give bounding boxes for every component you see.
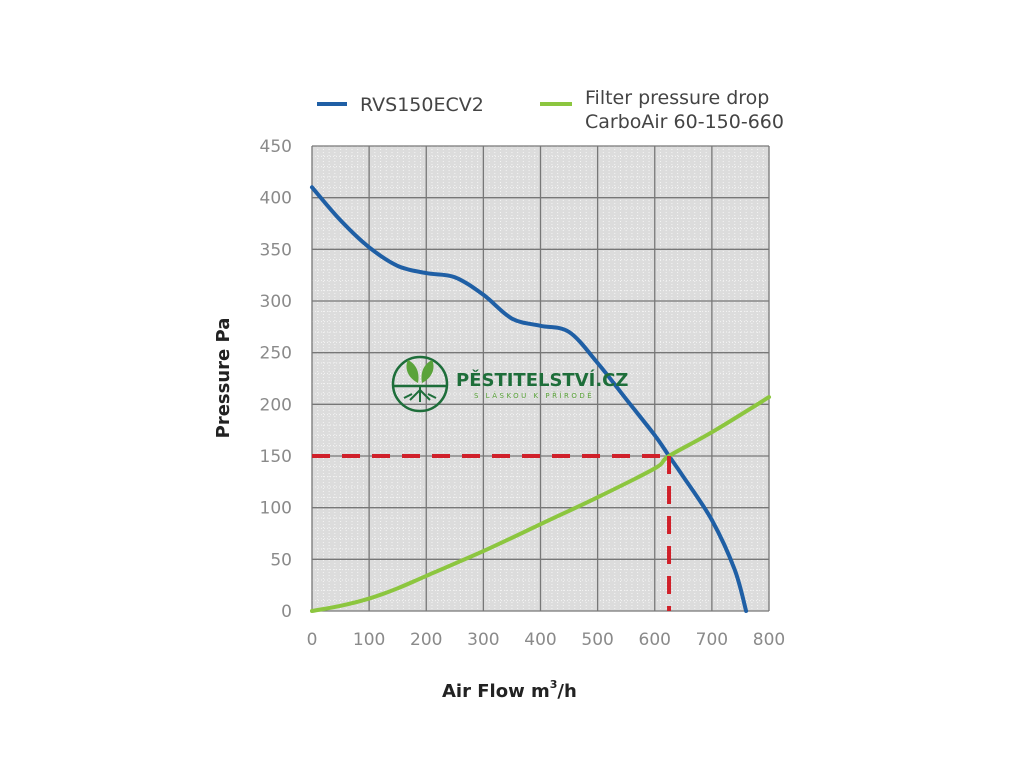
y-tick-label-50: 50 (270, 550, 292, 570)
logo-tagline: S LÁSKOU K PŘÍRODĚ (474, 391, 594, 400)
series-line-1 (310, 185, 749, 613)
y-tick-label-450: 450 (260, 137, 292, 157)
y-tick-labels: 0 50 100 150 200 250 300 350 400 450 (260, 137, 292, 622)
x-tick-labels: 0 100 200 300 400 500 600 700 800 (307, 630, 786, 650)
x-tick-label-100: 100 (353, 630, 385, 650)
x-axis-title-tail: /h (557, 681, 576, 702)
x-tick-label-700: 700 (696, 630, 728, 650)
y-tick-label-300: 300 (260, 292, 292, 312)
y-tick-label-350: 350 (260, 240, 292, 260)
x-tick-label-500: 500 (581, 630, 613, 650)
x-tick-label-0: 0 (307, 630, 318, 650)
x-tick-label-800: 800 (753, 630, 785, 650)
logo-name: PĚSTITELSTVÍ.CZ (456, 369, 628, 391)
watermark-logo: PĚSTITELSTVÍ.CZ S LÁSKOU K PŘÍRODĚ (391, 355, 628, 413)
x-axis-title: Air Flow m3/h (442, 678, 577, 702)
y-tick-label-250: 250 (260, 344, 292, 364)
y-tick-label-150: 150 (260, 447, 292, 467)
y-tick-label-400: 400 (260, 189, 292, 209)
logo-circle-icon (391, 355, 449, 413)
y-axis-title: Pressure Pa (213, 318, 234, 439)
leaf-right-icon (421, 360, 434, 383)
legend-label-series-1: RVS150ECV2 (360, 94, 484, 116)
roots-icon (403, 386, 437, 402)
series-line-2 (310, 395, 771, 613)
legend: RVS150ECV2 Filter pressure drop CarboAir… (317, 87, 784, 133)
y-tick-label-100: 100 (260, 499, 292, 519)
x-axis-title-main: Air Flow m (442, 681, 550, 702)
y-tick-label-0: 0 (281, 602, 292, 622)
x-tick-label-400: 400 (524, 630, 556, 650)
x-tick-label-600: 600 (639, 630, 671, 650)
leaf-left-icon (406, 360, 419, 383)
legend-label-series-2-line-2: CarboAir 60-150-660 (585, 111, 784, 133)
legend-label-series-2: Filter pressure drop (585, 87, 769, 109)
x-tick-label-200: 200 (410, 630, 442, 650)
y-tick-label-200: 200 (260, 395, 292, 415)
x-axis-title-superscript: 3 (550, 678, 558, 691)
series-lines (310, 185, 771, 613)
major-grid (311, 145, 770, 612)
x-tick-label-300: 300 (467, 630, 499, 650)
operating-point-guides (312, 454, 672, 611)
